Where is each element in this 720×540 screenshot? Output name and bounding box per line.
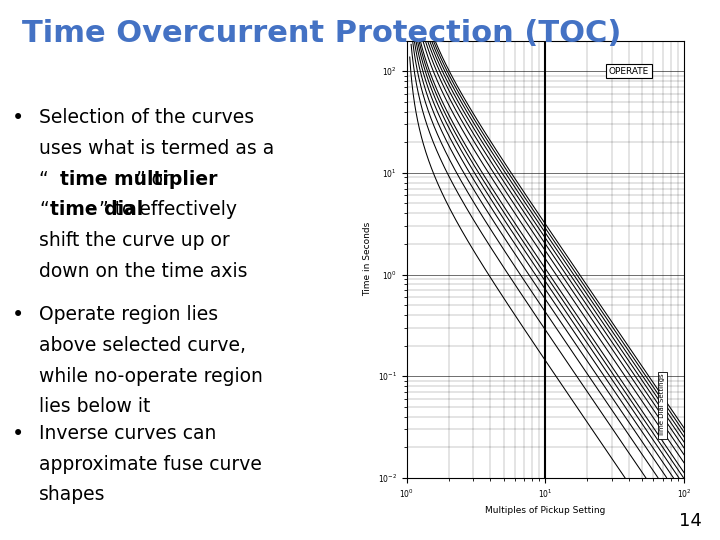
Text: Time Overcurrent Protection (TOC): Time Overcurrent Protection (TOC) (22, 19, 621, 48)
X-axis label: Multiples of Pickup Setting: Multiples of Pickup Setting (485, 505, 606, 515)
Text: shapes: shapes (40, 485, 106, 504)
Text: ” to effectively: ” to effectively (99, 200, 238, 219)
Text: “: “ (40, 200, 49, 219)
Text: •: • (12, 305, 24, 325)
Text: lies below it: lies below it (40, 397, 150, 416)
Y-axis label: Time in Seconds: Time in Seconds (364, 222, 372, 296)
Text: down on the time axis: down on the time axis (40, 262, 248, 281)
Text: uses what is termed as a: uses what is termed as a (40, 139, 274, 158)
Text: Operate region lies: Operate region lies (40, 305, 218, 324)
Text: approximate fuse curve: approximate fuse curve (40, 455, 262, 474)
Text: shift the curve up or: shift the curve up or (40, 231, 230, 250)
Text: while no-operate region: while no-operate region (40, 367, 263, 386)
Text: •: • (12, 108, 24, 128)
Text: Selection of the curves: Selection of the curves (40, 108, 254, 127)
Text: •: • (12, 424, 24, 444)
Text: time multiplier: time multiplier (60, 170, 217, 188)
Text: time dial: time dial (50, 200, 143, 219)
Text: Inverse curves can: Inverse curves can (40, 424, 217, 443)
Text: Time Dial Settings: Time Dial Settings (660, 374, 665, 437)
Text: ” or: ” or (136, 170, 171, 188)
Text: above selected curve,: above selected curve, (40, 336, 246, 355)
Text: “: “ (40, 170, 55, 188)
Text: 14: 14 (679, 512, 702, 530)
Text: OPERATE: OPERATE (608, 66, 649, 76)
